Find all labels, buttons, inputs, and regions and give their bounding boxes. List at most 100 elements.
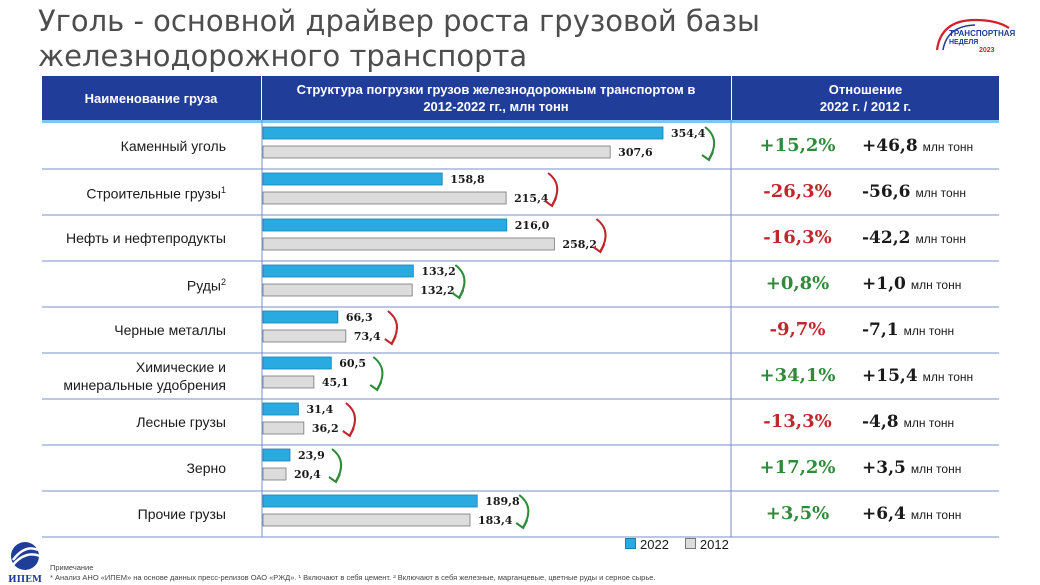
row-label: Лесные грузы [44, 399, 226, 445]
bar-2012 [262, 145, 611, 159]
row-percent-change: -26,3% [763, 181, 832, 202]
row-label-text: Каменный уголь [120, 138, 226, 154]
row-percent-change: +15,2% [759, 135, 836, 156]
chart-legend: 2022 2012 [625, 537, 729, 552]
header-ratio-line-1: Отношение [828, 82, 903, 97]
header-cargo-name: Наименование груза [84, 90, 218, 106]
trend-arrowhead-icon [342, 427, 355, 438]
row-label-text: Зерно [186, 460, 226, 476]
row-label-text: Прочие грузы [137, 506, 226, 522]
bar-label-2022: 66,3 [346, 311, 373, 324]
row-label: Прочие грузы [44, 491, 226, 537]
row-unit: млн тонн [915, 232, 966, 246]
row-unit: млн тонн [903, 324, 955, 338]
row-label-text: Черные металлы [114, 322, 226, 338]
header-divider [731, 76, 732, 120]
row-absolute-value: +3,5 [862, 458, 906, 478]
bar-2022 [262, 218, 508, 232]
legend-swatch-2022 [625, 538, 636, 549]
row-label-text: Руды [186, 277, 221, 294]
row-absolute-value: -56,6 [862, 182, 911, 202]
footnote-title: Примечание [50, 563, 94, 572]
bar-label-2022: 31,4 [306, 403, 333, 416]
bar-label-2012: 36,2 [312, 422, 339, 435]
trend-arrowhead-icon [369, 381, 383, 392]
row-footnote-mark: 2 [220, 277, 226, 288]
row-percent-change: +34,1% [759, 365, 836, 386]
row-absolute-change: -42,2 млн тонн [862, 228, 1002, 248]
bar-2022 [262, 448, 291, 462]
logo-line-1: ТРАНСПОРТНАЯ [949, 29, 1015, 38]
legend-swatch-2012 [684, 538, 696, 549]
bar-2012 [262, 421, 305, 435]
row-unit: млн тонн [922, 370, 974, 384]
row-absolute-value: +6,4 [862, 504, 906, 524]
bar-2012 [262, 513, 471, 527]
bar-2012 [262, 375, 315, 389]
bar-2012 [262, 283, 413, 297]
trend-arrowhead-icon [451, 289, 465, 300]
row-absolute-value: -7,1 [862, 320, 899, 340]
trend-arrowhead-icon [515, 519, 529, 530]
bar-2022 [262, 494, 478, 508]
row-unit: млн тонн [910, 508, 962, 522]
ipem-logo-icon: ИПЕМ [8, 542, 42, 584]
table-header: Наименование груза Структура погрузки гр… [42, 76, 999, 123]
row-unit: млн тонн [910, 462, 962, 476]
trend-arrowhead-icon [328, 473, 341, 484]
row-unit: млн тонн [903, 416, 955, 430]
bar-label-2012: 183,4 [478, 514, 513, 527]
footnote: Примечание * Анализ АНО «ИПЕМ» на основе… [50, 563, 1030, 583]
row-percent-change: -16,3% [763, 227, 832, 248]
row-unit: млн тонн [915, 186, 966, 200]
trend-arrowhead-icon [592, 243, 606, 254]
row-percent-change: +0,8% [765, 273, 830, 294]
bar-label-2022: 189,8 [485, 495, 520, 508]
bar-label-2022: 133,2 [421, 265, 455, 278]
row-label-text: Строительные грузы [86, 185, 221, 202]
title-line-1: Уголь - основной драйвер роста грузовой … [38, 4, 760, 38]
bar-2022 [262, 264, 414, 278]
row-percent-change: +17,2% [759, 457, 836, 478]
bar-label-2012: 20,4 [294, 468, 321, 481]
row-absolute-change: -56,6 млн тонн [862, 182, 1002, 202]
bar-2022 [262, 310, 339, 324]
row-percent-change: +3,5% [765, 503, 830, 524]
row-absolute-change: +3,5 млн тонн [862, 458, 1002, 478]
bar-label-2022: 60,5 [339, 357, 366, 370]
row-absolute-change: +46,8 млн тонн [862, 136, 1002, 156]
header-structure-line-1: Структура погрузки грузов железнодорожны… [296, 82, 696, 97]
header-divider [261, 76, 262, 120]
row-absolute-value: +46,8 [862, 136, 918, 156]
header-ratio: Отношение 2022 г. / 2012 г. [732, 76, 999, 120]
legend-item-2022: 2022 [625, 537, 669, 552]
bar-2012 [262, 191, 507, 205]
row-label-text: Химические и минеральные удобрения [63, 359, 226, 393]
bar-label-2022: 158,8 [450, 173, 485, 186]
bar-2022 [262, 402, 299, 416]
bar-label-2022: 354,4 [671, 127, 706, 140]
row-label-text: Нефть и нефтепродукты [66, 230, 226, 246]
row-label: Строительные грузы1 [44, 169, 226, 215]
row-absolute-change: +15,4 млн тонн [862, 366, 1002, 386]
row-footnote-mark: 1 [220, 185, 226, 196]
header-structure-line-2: 2012-2022 гг., млн тонн [423, 99, 569, 114]
bar-label-2012: 307,6 [618, 146, 653, 159]
bar-label-2012: 215,4 [514, 192, 549, 205]
row-absolute-value: -4,8 [862, 412, 899, 432]
row-percent-change: -13,3% [763, 411, 832, 432]
bar-2012 [262, 467, 287, 481]
row-unit: млн тонн [910, 278, 962, 292]
bar-2022 [262, 126, 664, 140]
bar-label-2022: 23,9 [298, 449, 325, 462]
bar-label-2012: 132,2 [420, 284, 454, 297]
row-unit: млн тонн [922, 140, 974, 154]
bar-label-2012: 258,2 [562, 238, 596, 251]
header-structure: Структура погрузки грузов железнодорожны… [262, 76, 730, 120]
row-label: Нефть и нефтепродукты [44, 215, 226, 261]
bar-2022 [262, 172, 443, 186]
legend-label-2022: 2022 [640, 537, 669, 552]
row-label: Зерно [44, 445, 226, 491]
legend-item-2012: 2012 [684, 537, 729, 552]
